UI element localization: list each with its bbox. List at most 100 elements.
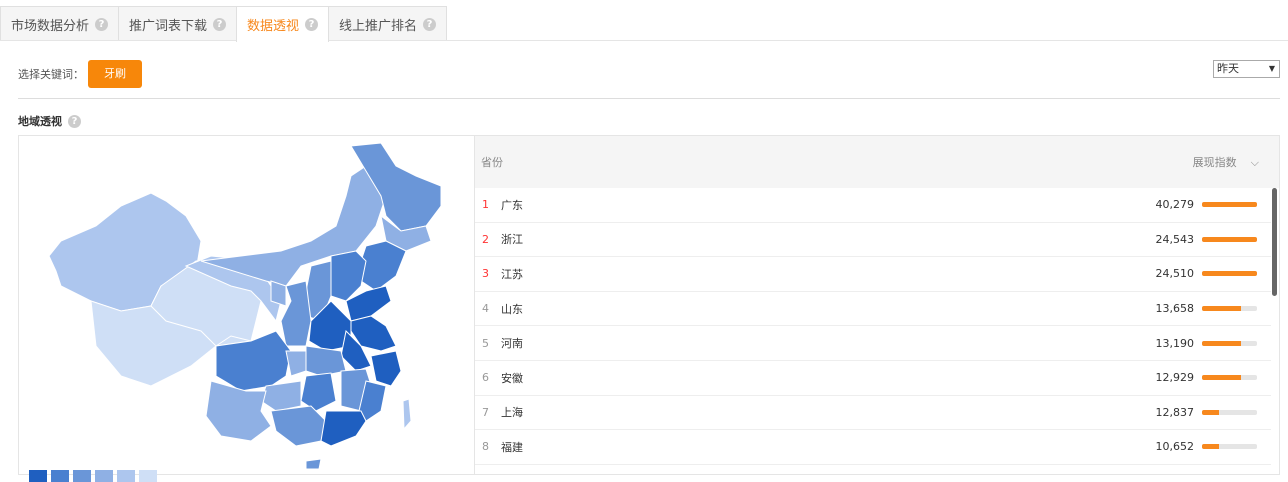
date-select[interactable]: 昨天 ▼ [1213,60,1280,78]
legend-swatch [139,470,157,482]
region-anhui[interactable] [340,329,372,372]
index-bar-fill [1202,236,1257,242]
tab-label: 数据透视 [247,19,300,34]
china-map [18,135,475,482]
tab-label: 推广词表下载 [129,18,208,34]
legend-swatch [29,470,47,482]
province-name: 浙江 [501,233,523,247]
help-icon[interactable]: ? [305,18,319,31]
province-name: 上海 [501,406,523,420]
help-icon[interactable]: ? [95,17,109,31]
index-bar-fill [1202,271,1257,277]
index-bar [1202,306,1257,312]
region-liaoning[interactable] [360,240,407,292]
region-heilongjiang[interactable] [350,142,442,232]
dropdown-arrow-icon: ▼ [1268,64,1275,73]
legend-swatch [73,470,91,482]
help-icon[interactable]: ? [213,17,227,31]
divider [18,98,1280,99]
tab-keyword-download[interactable]: 推广词表下载? [118,6,238,41]
table-header: 省份 展现指数 ⌵ [475,136,1279,188]
index-value: 24,543 [1155,232,1195,246]
region-yunnan[interactable] [205,380,272,442]
tab-market-analysis[interactable]: 市场数据分析? [0,6,120,41]
map-legend [29,470,157,482]
help-icon[interactable]: ? [68,114,81,128]
province-name: 河南 [501,337,523,351]
rank: 5 [482,336,489,350]
region-jiangsu[interactable] [350,315,397,352]
section-title-text: 地域透视 [18,115,62,128]
index-bar [1202,340,1257,346]
legend-swatch [51,470,69,482]
index-bar-fill [1202,375,1241,381]
legend-swatch [117,470,135,482]
index-bar [1202,271,1257,277]
table-row[interactable]: 7 上海 12,837 [475,396,1271,431]
region-hubei[interactable] [305,345,347,377]
index-value: 12,837 [1155,405,1195,419]
region-hunan[interactable] [300,372,337,412]
index-bar-fill [1202,444,1219,450]
province-name: 安徽 [501,371,523,385]
table-row[interactable]: 8 福建 10,652 [475,430,1271,465]
table-row[interactable]: 5 河南 13,190 [475,326,1271,361]
region-taiwan[interactable] [402,398,412,431]
index-value: 10,652 [1155,440,1195,454]
date-value: 昨天 [1217,62,1239,75]
index-bar-fill [1202,306,1241,312]
rank: 2 [482,232,489,246]
table-row[interactable]: 2 浙江 24,543 [475,223,1271,258]
region-ningxia[interactable] [270,280,287,307]
header-index: 展现指数 [1192,156,1237,169]
region-guangxi[interactable] [270,405,327,447]
legend-swatch [95,470,113,482]
region-fujian[interactable] [358,380,387,422]
index-bar [1202,409,1257,415]
index-bar [1202,202,1257,208]
index-value: 40,279 [1155,198,1195,212]
province-table: 省份 展现指数 ⌵ 1 广东 40,279 2 浙江 24,543 3 江苏 24,510 4 山东 1… [474,135,1280,475]
chevron-down-icon[interactable]: ⌵ [1250,156,1259,169]
index-bar [1202,236,1257,242]
tab-data-pivot[interactable]: 数据透视? [236,6,330,42]
province-name: 广东 [501,198,523,212]
tabs-divider [0,40,1288,41]
header-province: 省份 [481,156,503,169]
rank: 7 [482,405,489,419]
help-icon[interactable]: ? [423,17,437,31]
region-guangdong[interactable] [320,410,367,447]
index-value: 13,190 [1155,336,1195,350]
region-chongqing[interactable] [285,350,307,377]
table-row[interactable]: 1 广东 40,279 [475,188,1271,223]
table-row[interactable]: 4 山东 13,658 [475,292,1271,327]
keyword-button[interactable]: 牙刷 [88,60,142,88]
index-bar [1202,444,1257,450]
section-title: 地域透视? [18,113,81,129]
table-row[interactable]: 3 江苏 24,510 [475,257,1271,292]
header-index-sort[interactable]: 展现指数 ⌵ [1193,154,1259,170]
region-guizhou[interactable] [260,380,302,412]
index-value: 24,510 [1155,267,1195,281]
province-name: 江苏 [501,267,523,281]
province-name: 山东 [501,302,523,316]
region-shaanxi[interactable] [280,280,312,347]
rank: 1 [482,198,489,212]
index-value: 12,929 [1155,371,1195,385]
tab-online-ranking[interactable]: 线上推广排名? [328,6,448,41]
region-sichuan[interactable] [215,330,292,392]
index-bar-fill [1202,340,1241,346]
keyword-label: 选择关键词： [18,68,84,81]
tab-label: 市场数据分析 [11,18,90,34]
rank: 3 [482,267,489,281]
table-row[interactable]: 6 安徽 12,929 [475,361,1271,396]
index-bar-fill [1202,202,1257,208]
index-bar-fill [1202,409,1219,415]
index-bar [1202,375,1257,381]
province-name: 福建 [501,440,523,454]
scrollbar[interactable] [1272,188,1277,296]
index-value: 13,658 [1155,302,1195,316]
region-xinjiang[interactable] [48,192,202,312]
region-zhejiang[interactable] [370,350,402,387]
rank: 4 [482,302,489,316]
